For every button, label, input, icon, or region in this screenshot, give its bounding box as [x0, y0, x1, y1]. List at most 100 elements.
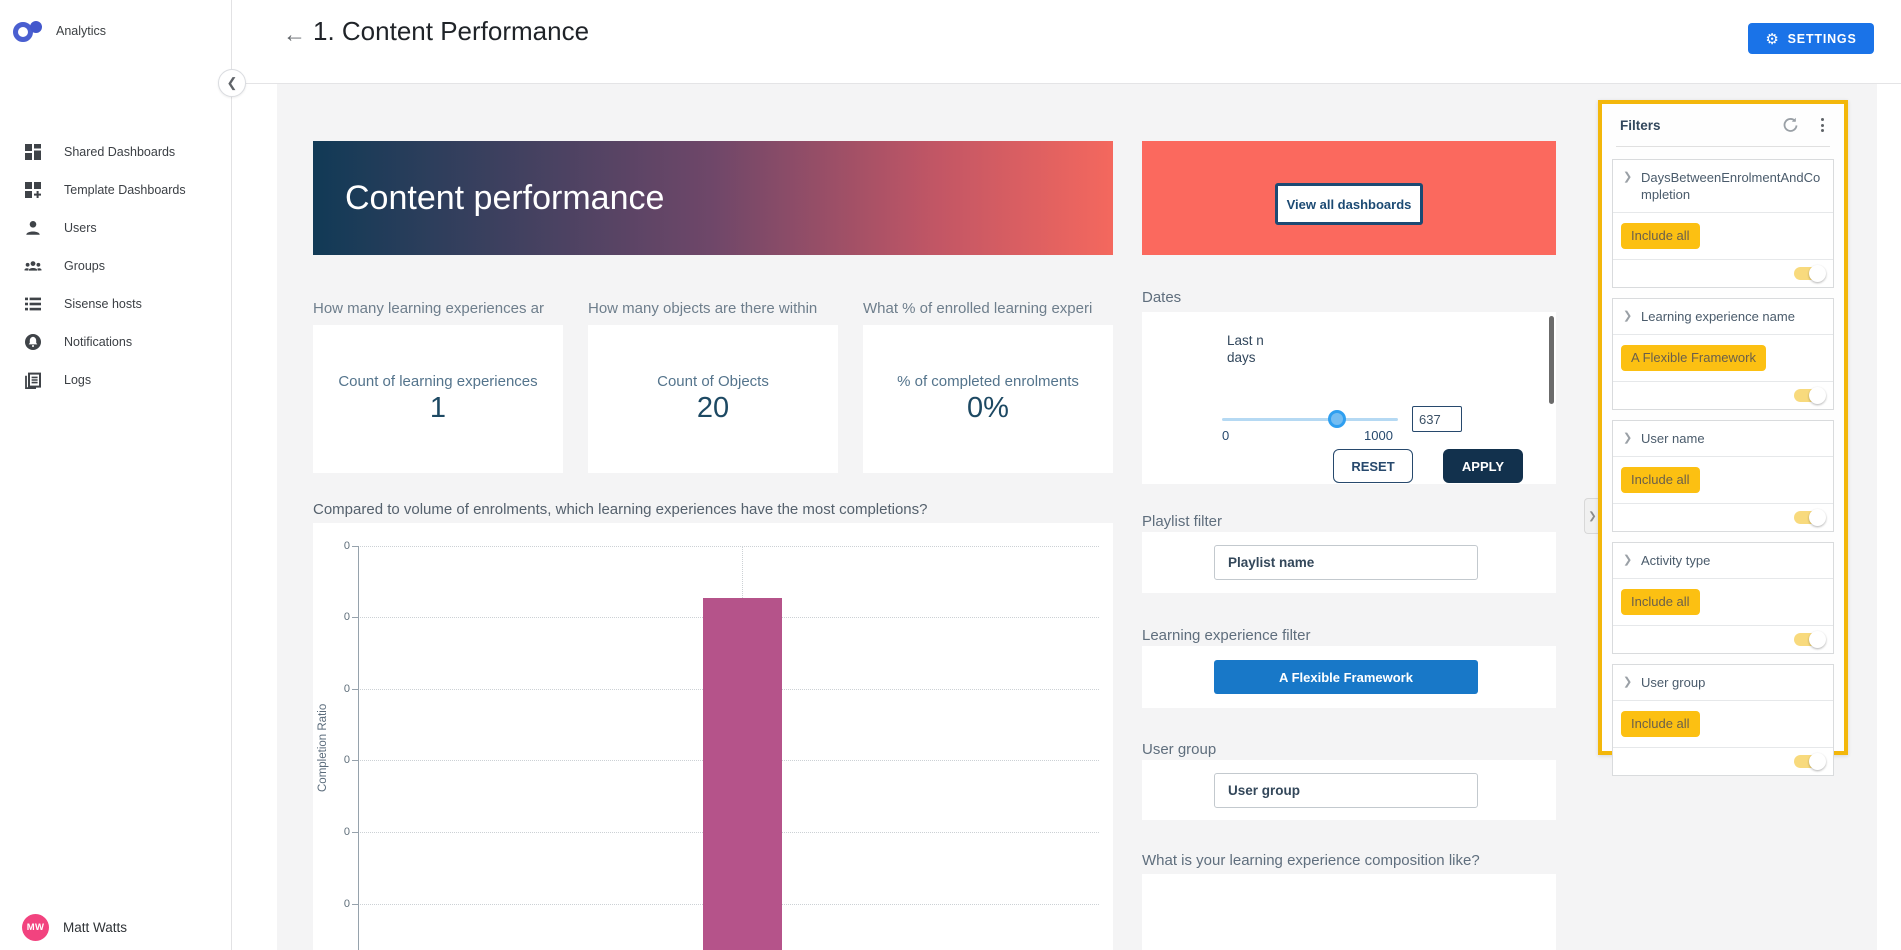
filters-title: Filters: [1620, 118, 1661, 133]
apply-button[interactable]: APPLY: [1443, 449, 1523, 483]
filter-toggle[interactable]: [1794, 631, 1826, 648]
gridline: 0: [344, 540, 1099, 552]
app-name: Analytics: [56, 24, 107, 38]
filter-title[interactable]: ❯ Learning experience name: [1613, 299, 1833, 335]
view-all-dashboards-button[interactable]: View all dashboards: [1275, 183, 1423, 225]
kpi-card-learning-experiences: Count of learning experiences 1: [313, 325, 563, 473]
filter-title[interactable]: ❯ DaysBetweenEnrolmentAndCompletion: [1613, 160, 1833, 213]
filter-toggle[interactable]: [1794, 509, 1826, 526]
kpi-question-3: What % of enrolled learning experi: [863, 300, 1093, 317]
filters-divider: [1616, 146, 1830, 147]
refresh-icon[interactable]: [1780, 115, 1800, 135]
logs-icon: [25, 372, 41, 389]
days-slider-handle[interactable]: [1328, 410, 1346, 428]
filter-chip[interactable]: Include all: [1621, 589, 1700, 615]
chevron-right-icon: ❯: [1623, 554, 1633, 566]
days-value-input[interactable]: [1412, 406, 1462, 432]
days-slider-track[interactable]: [1222, 418, 1398, 421]
kpi-card-completed-enrolments: % of completed enrolments 0%: [863, 325, 1113, 473]
filter-card-user-group: ❯ User group Include all: [1612, 664, 1834, 776]
current-user[interactable]: MW Matt Watts: [22, 914, 127, 941]
kpi-value: 0%: [967, 392, 1009, 424]
kpi-question-2: How many objects are there within: [588, 300, 818, 317]
sidebar-item-notifications[interactable]: Notifications: [0, 323, 231, 361]
avatar: MW: [22, 914, 49, 941]
chevron-right-icon: ❯: [1623, 171, 1633, 183]
chart-plot-area: Completion Ratio 0 0 0 0 0 0: [313, 523, 1113, 950]
date-range-label: Last n days: [1227, 333, 1264, 365]
user-name: Matt Watts: [63, 920, 128, 935]
page-title: 1. Content Performance: [313, 16, 590, 46]
filter-chip[interactable]: Include all: [1621, 711, 1700, 737]
chart-bar[interactable]: [703, 598, 782, 950]
filter-title[interactable]: ❯ User name: [1613, 421, 1833, 457]
playlist-name-input[interactable]: [1214, 545, 1478, 580]
filter-title[interactable]: ❯ User group: [1613, 665, 1833, 701]
kpi-value: 20: [696, 392, 730, 424]
sidebar-collapse-button[interactable]: ❮: [218, 69, 246, 97]
sidebar-item-logs[interactable]: Logs: [0, 361, 231, 399]
filter-toggle[interactable]: [1794, 753, 1826, 770]
filters-collapse-handle[interactable]: ❯: [1584, 498, 1600, 534]
bell-icon: [25, 334, 41, 350]
completion-ratio-chart: Completion Ratio 0 0 0 0 0 0: [313, 523, 1113, 950]
filter-toggle[interactable]: [1794, 387, 1826, 404]
filters-header: Filters: [1602, 104, 1844, 146]
kpi-card-objects: Count of Objects 20: [588, 325, 838, 473]
chart-question: Compared to volume of enrolments, which …: [313, 501, 928, 518]
side-banner: View all dashboards: [1142, 141, 1556, 255]
header-divider: [246, 83, 1901, 84]
composition-question: What is your learning experience composi…: [1142, 852, 1480, 869]
kpi-value: 1: [429, 392, 447, 424]
sidebar-item-template-dashboards[interactable]: Template Dashboards: [0, 171, 231, 209]
filter-card-activity-type: ❯ Activity type Include all: [1612, 542, 1834, 654]
server-list-icon: [25, 297, 41, 311]
groups-icon: [24, 261, 42, 271]
filter-card-days-between: ❯ DaysBetweenEnrolmentAndCompletion Inclu…: [1612, 159, 1834, 288]
chevron-right-icon: ❯: [1588, 510, 1597, 522]
filter-chip[interactable]: A Flexible Framework: [1621, 345, 1766, 371]
kebab-menu-icon[interactable]: [1812, 115, 1832, 135]
reset-button[interactable]: RESET: [1333, 449, 1413, 483]
settings-button[interactable]: ⚙ SETTINGS: [1748, 23, 1874, 54]
sidebar-item-sisense-hosts[interactable]: Sisense hosts: [0, 285, 231, 323]
slider-min-label: 0: [1222, 428, 1230, 443]
filter-card-list: ❯ DaysBetweenEnrolmentAndCompletion Inclu…: [1602, 147, 1844, 776]
playlist-filter-card: [1142, 532, 1556, 593]
playlist-filter-label: Playlist filter: [1142, 513, 1223, 530]
back-button[interactable]: ←: [283, 21, 306, 47]
filter-card-learning-experience-name: ❯ Learning experience name A Flexible Fra…: [1612, 298, 1834, 410]
chart-y-axis: [358, 546, 359, 950]
sidebar-item-groups[interactable]: Groups: [0, 247, 231, 285]
filter-toggle[interactable]: [1794, 265, 1826, 282]
sidebar: Analytics Shared Dashboards Template Das…: [0, 0, 232, 950]
content-performance-banner: Content performance: [313, 141, 1113, 255]
sidebar-item-shared-dashboards[interactable]: Shared Dashboards: [0, 133, 231, 171]
filter-chip[interactable]: Include all: [1621, 223, 1700, 249]
user-icon: [26, 221, 40, 235]
template-dashboards-icon: [25, 182, 41, 198]
sidebar-nav: Shared Dashboards Template Dashboards Us…: [0, 133, 231, 399]
learning-experience-filter-card: A Flexible Framework: [1142, 646, 1556, 708]
dates-filter-card: Last n days 0 1000 RESET APPLY: [1142, 312, 1556, 484]
sisense-logo-icon: [13, 21, 42, 42]
learning-experience-button[interactable]: A Flexible Framework: [1214, 660, 1478, 694]
chevron-right-icon: ❯: [1623, 310, 1633, 322]
app-logo-row[interactable]: Analytics: [12, 17, 106, 45]
chart-y-axis-label: Completion Ratio: [317, 703, 329, 793]
slider-max-label: 1000: [1364, 428, 1393, 443]
user-group-filter-card: [1142, 760, 1556, 820]
dates-label: Dates: [1142, 289, 1182, 306]
sidebar-item-users[interactable]: Users: [0, 209, 231, 247]
learning-experience-filter-label: Learning experience filter: [1142, 627, 1311, 644]
user-group-input[interactable]: [1214, 773, 1478, 808]
gear-icon: ⚙: [1765, 30, 1780, 48]
scrollbar-thumb[interactable]: [1549, 316, 1554, 404]
filter-card-user-name: ❯ User name Include all: [1612, 420, 1834, 532]
chevron-right-icon: ❯: [1623, 432, 1633, 444]
filter-chip[interactable]: Include all: [1621, 467, 1700, 493]
chevron-right-icon: ❯: [1623, 676, 1633, 688]
dashboard-grid-icon: [25, 144, 41, 160]
filter-title[interactable]: ❯ Activity type: [1613, 543, 1833, 579]
